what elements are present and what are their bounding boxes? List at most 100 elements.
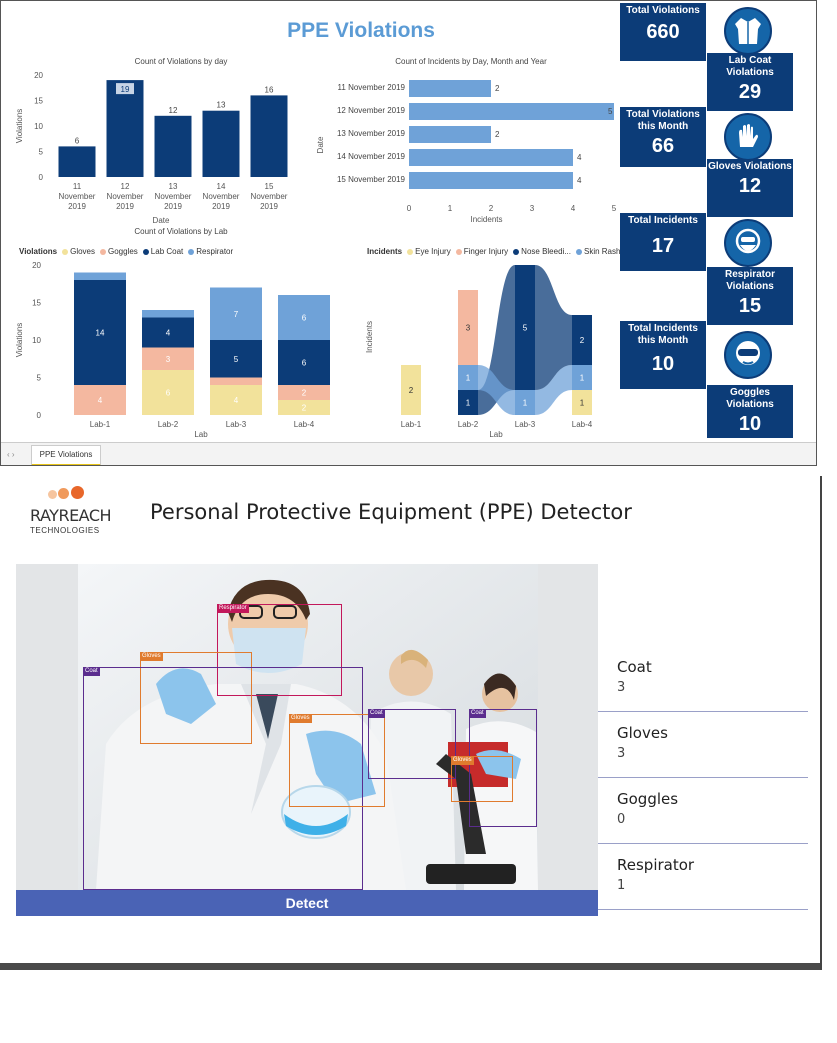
kpi-value: 660 xyxy=(646,21,680,43)
legend-item[interactable]: Lab Coat xyxy=(142,247,183,256)
kpi-respirator-violations[interactable]: Respirator Violations 15 xyxy=(707,267,793,325)
y-tick-label: 15 xyxy=(32,299,41,308)
kpi-gloves-violations[interactable]: Gloves Violations 12 xyxy=(707,159,793,217)
x-tick-label: 2 xyxy=(489,204,494,213)
violations-by-lab-chart[interactable]: 0 5 10 15 20 Violations 4 14 Lab-1 6 3 4 Lab-2 4 5 7 Lab… xyxy=(11,257,351,442)
bar xyxy=(58,146,96,177)
x-axis-label: Lab xyxy=(194,430,208,439)
result-item-respirator: Respirator 1 xyxy=(598,844,808,910)
stacked-bar-segment xyxy=(74,385,126,415)
incidents-by-day-chart[interactable]: 11 November 2019 2 12 November 2019 5 13 Nov… xyxy=(313,65,621,235)
data-label: 2 xyxy=(495,84,500,93)
x-tick-label: Lab-1 xyxy=(90,420,111,429)
kpi-violations-this-month[interactable]: Total Violations this Month 66 xyxy=(620,107,706,167)
kpi-value: 15 xyxy=(738,295,762,317)
stacked-bar-segment xyxy=(74,280,126,385)
y-tick-label: 5 xyxy=(37,374,42,383)
detection-label: Gloves xyxy=(140,652,163,661)
detection-box-gloves: Gloves xyxy=(289,714,385,807)
chart-title-violations-by-day: Count of Violations by day xyxy=(134,57,228,66)
data-label: 4 xyxy=(234,396,239,405)
chart-title-incidents-by-day: Count of Incidents by Day, Month and Yea… xyxy=(395,57,547,66)
data-label: 1 xyxy=(466,374,471,383)
result-name: Gloves xyxy=(617,724,668,742)
legend-label: Gloves xyxy=(70,247,95,256)
data-label: 6 xyxy=(302,314,307,323)
kpi-label: Goggles Violations xyxy=(726,387,774,410)
kpi-total-incidents[interactable]: Total Incidents 17 xyxy=(620,213,706,271)
y-tick-label: 10 xyxy=(32,336,41,345)
stacked-bar-segment xyxy=(278,295,330,340)
legend-label: Eye Injury xyxy=(415,247,451,256)
tab-ppe-violations[interactable]: PPE Violations xyxy=(31,445,101,465)
chart-title-violations-by-lab: Count of Violations by Lab xyxy=(134,227,228,236)
legend-item[interactable]: Goggles xyxy=(100,247,138,256)
bar xyxy=(202,110,240,177)
data-label: 5 xyxy=(234,355,239,364)
kpi-total-violations[interactable]: Total Violations 660 xyxy=(620,3,706,61)
result-name: Goggles xyxy=(617,790,679,808)
data-label: 12 xyxy=(169,106,178,115)
y-axis-label: Incidents xyxy=(365,321,374,353)
x-tick-label: 2019 xyxy=(116,202,134,211)
data-label: 13 xyxy=(217,101,226,110)
x-tick-label: November xyxy=(203,192,240,201)
ppe-detector-app: RAYREACH TECHNOLOGIES Personal Protectiv… xyxy=(0,476,822,970)
legend-item[interactable]: Gloves xyxy=(62,247,95,256)
y-tick-label: 13 November 2019 xyxy=(337,129,406,138)
data-label: 4 xyxy=(577,176,582,185)
detection-image: Respirator Gloves Coat Gloves Coat Coat … xyxy=(16,564,598,890)
stacked-bar-segment xyxy=(142,370,194,415)
stacked-bar-segment xyxy=(515,265,535,390)
result-item-coat: Coat 3 xyxy=(598,646,808,712)
legend-item[interactable]: Respirator xyxy=(188,247,233,256)
lab-photo-illustration xyxy=(16,564,598,890)
detection-label: Coat xyxy=(469,709,486,718)
kpi-goggles-violations[interactable]: Goggles Violations 10 xyxy=(707,385,793,438)
result-count: 1 xyxy=(617,878,626,893)
incidents-legend: Incidents Eye Injury Finger Injury Nose Bl… xyxy=(367,247,629,256)
ribbon xyxy=(478,365,515,415)
detection-box-respirator: Respirator xyxy=(217,604,342,696)
bar xyxy=(154,115,192,177)
x-tick-label: November xyxy=(59,192,96,201)
logo-dot-icon xyxy=(48,490,57,499)
legend-label: Finger Injury xyxy=(463,247,509,256)
x-tick-label: Lab-2 xyxy=(458,420,479,429)
kpi-lab-coat-violations[interactable]: Lab Coat Violations 29 xyxy=(707,53,793,111)
legend-item[interactable]: Finger Injury xyxy=(455,247,509,256)
result-name: Respirator xyxy=(617,856,695,874)
y-tick-label: 20 xyxy=(32,261,41,270)
legend-label: Skin Rashes xyxy=(583,247,629,256)
stacked-bar-segment xyxy=(572,390,592,415)
stacked-bar-segment xyxy=(401,365,421,415)
legend-item[interactable]: Eye Injury xyxy=(407,247,451,256)
data-label: 4 xyxy=(577,153,582,162)
x-tick-label: 15 xyxy=(265,182,274,191)
x-tick-label: Lab-3 xyxy=(515,420,536,429)
data-label: 2 xyxy=(580,336,585,345)
legend-dot-icon xyxy=(575,248,582,255)
legend-dot-icon xyxy=(513,248,520,255)
y-tick-label: 12 November 2019 xyxy=(337,106,406,115)
detect-button[interactable]: Detect xyxy=(16,890,598,916)
gloves-icon xyxy=(724,113,772,161)
legend-title: Incidents xyxy=(367,247,403,256)
kpi-incidents-this-month[interactable]: Total Incidents this Month 10 xyxy=(620,321,706,389)
page-nav-arrows-icon[interactable]: ‹ › xyxy=(7,450,15,459)
violations-legend: Violations Gloves Goggles Lab Coat Respirat… xyxy=(19,247,233,256)
legend-item[interactable]: Nose Bleedi... xyxy=(513,247,571,256)
result-item-gloves: Gloves 3 xyxy=(598,712,808,778)
data-label: 1 xyxy=(580,374,585,383)
data-label: 4 xyxy=(166,329,171,338)
stacked-bar-segment xyxy=(572,365,592,390)
incidents-by-lab-chart[interactable]: Incidents 2 Lab-1 1 1 3 Lab-2 1 5 Lab-3 1 1 2 Lab-4 La… xyxy=(361,257,611,442)
x-tick-label: November xyxy=(155,192,192,201)
y-axis-label: Date xyxy=(316,136,325,153)
legend-item[interactable]: Skin Rashes xyxy=(575,247,629,256)
y-tick-label: 10 xyxy=(34,122,43,131)
kpi-value: 17 xyxy=(651,235,675,257)
x-tick-label: 14 xyxy=(217,182,226,191)
report-title: PPE Violations xyxy=(287,19,435,42)
